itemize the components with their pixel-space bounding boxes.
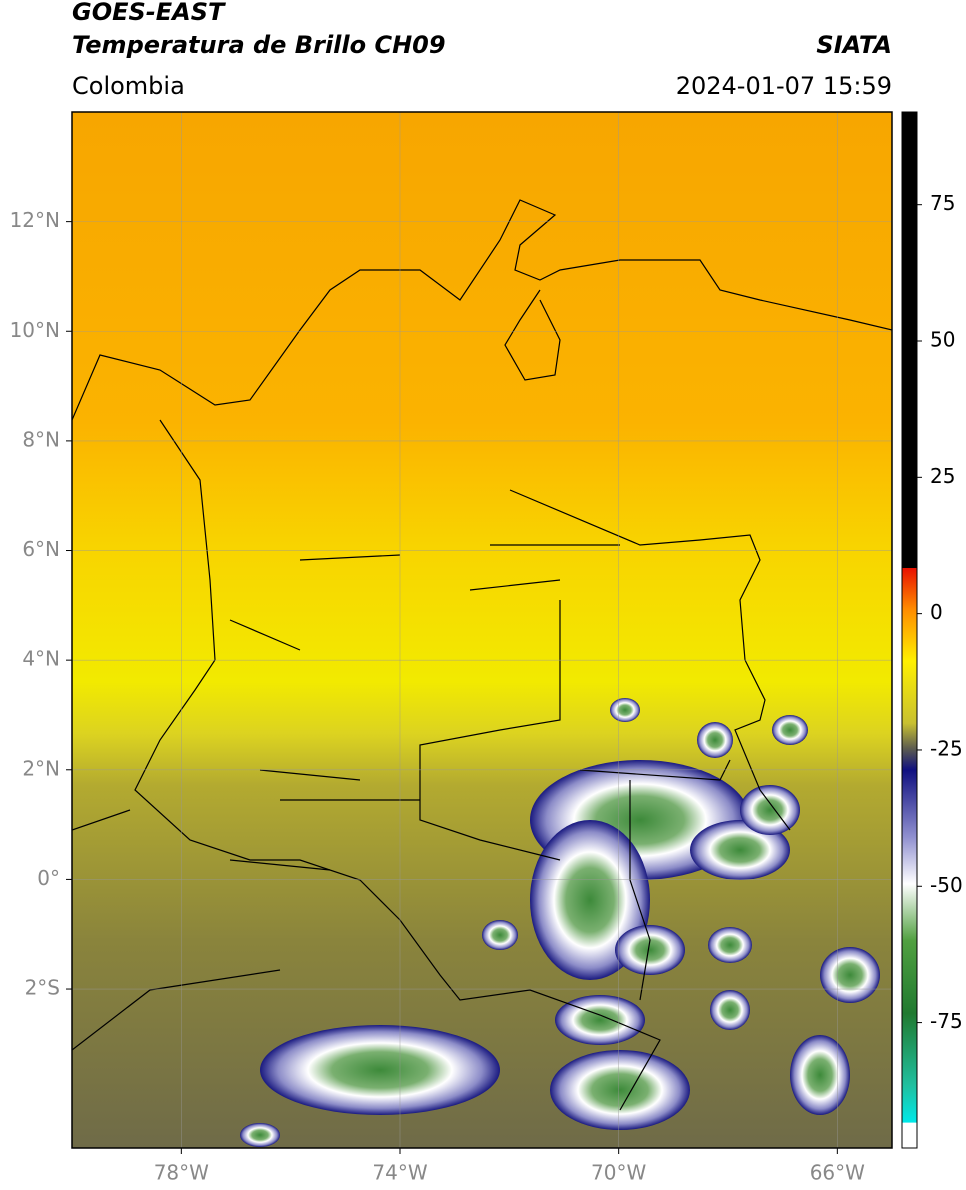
colorbar-tick-label: 25 <box>930 464 955 488</box>
lat-tick-label: 12°N <box>10 208 60 232</box>
lat-tick-label: 8°N <box>22 427 60 451</box>
lat-tick-label: 10°N <box>10 318 60 342</box>
colorbar-tick-label: -50 <box>930 873 963 897</box>
lon-tick-label: 74°W <box>372 1161 427 1185</box>
colorbar-tick-label: -25 <box>930 736 963 760</box>
map-frame <box>71 111 893 1149</box>
lon-tick-label: 78°W <box>154 1161 209 1185</box>
lat-tick-label: 2°N <box>22 756 60 780</box>
lon-tick-label: 66°W <box>810 1161 865 1185</box>
lat-tick-label: 2°S <box>25 976 60 1000</box>
lon-tick-label: 70°W <box>591 1161 646 1185</box>
colorbar-tick-label: 0 <box>930 600 943 624</box>
region: Colombia <box>72 72 185 100</box>
map-image <box>72 112 892 1148</box>
colorbar-tick-label: -75 <box>930 1009 963 1033</box>
subtitle: Temperatura de Brillo CH09 <box>72 31 446 59</box>
colorbar-tick-label: 75 <box>930 191 955 215</box>
lat-tick-label: 6°N <box>22 537 60 561</box>
colorbar-tick-label: 50 <box>930 328 955 352</box>
map-grid: 12°N 10°N 8°N 6°N 4°N 2°N 0° 2°S 78°W 74°W 70°W 66°… <box>10 112 892 1185</box>
lat-tick-label: 4°N <box>22 647 60 671</box>
timestamp: 2024-01-07 15:59 <box>676 72 892 100</box>
colorbar <box>901 111 918 1149</box>
title: GOES-EAST <box>72 0 226 26</box>
lat-tick-label: 0° <box>37 866 60 890</box>
colorbar-ticks: 75 50 25 0 -25 -50 -75 <box>917 191 963 1033</box>
source: SIATA <box>816 31 892 59</box>
